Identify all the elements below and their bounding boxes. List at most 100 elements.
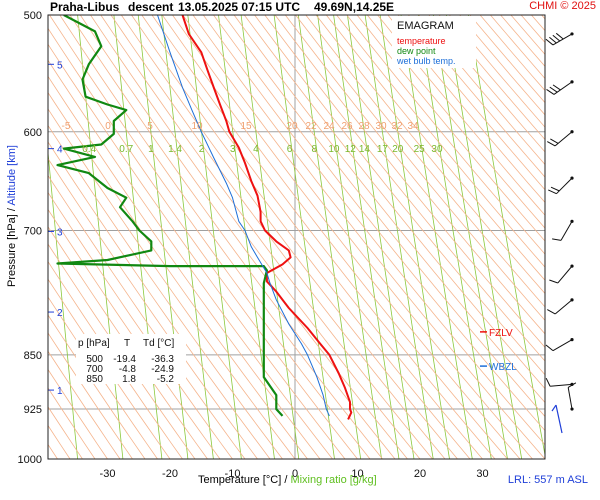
mixing-ratio-line: [187, 15, 242, 459]
wind-barbs: [545, 32, 577, 434]
dry-adiabat-line: [479, 15, 545, 92]
dry-adiabat-line: [469, 15, 545, 104]
mixing-ratio-label: 8: [311, 144, 317, 155]
mixing-ratio-line: [432, 15, 508, 459]
altitude-tick-label: 1: [57, 386, 63, 397]
dry-adiabat-line: [48, 226, 208, 459]
wind-barb: [547, 298, 574, 315]
temperature-tick-label: -10: [225, 468, 241, 480]
dry-adiabat-line: [48, 387, 96, 459]
dry-adiabat-line: [500, 15, 545, 67]
table-header: T: [124, 338, 130, 349]
mixing-ratio-line: [240, 15, 300, 459]
mixing-ratio-line: [400, 15, 473, 459]
mixing-ratio-line: [297, 15, 362, 459]
pressure-tick-label: 925: [24, 404, 42, 416]
wind-barb-shaft: [554, 299, 573, 315]
dry-adiabat-line: [48, 260, 183, 459]
mixing-ratio-label: 20: [392, 144, 404, 155]
dry-adiabat-line: [295, 15, 545, 321]
pressure-tick-label: 700: [24, 226, 42, 238]
temperature-tick-label: 30: [476, 468, 488, 480]
mixing-ratio-line: [445, 15, 523, 459]
dry-adiabat-line: [233, 15, 545, 404]
dry-adiabat-line: [48, 296, 158, 459]
table-cell: 700: [86, 364, 103, 375]
data-series: [56, 15, 353, 420]
mixing-ratio-line: [317, 15, 382, 459]
dry-adiabat-line: [48, 243, 196, 459]
mixing-ratio-label: 4: [253, 144, 259, 155]
wind-barb-feather: [547, 141, 556, 147]
dry-adiabat-line: [110, 15, 446, 459]
mixing-ratio-label: 10: [328, 144, 340, 155]
dry-adiabat-line: [141, 15, 483, 459]
dry-adiabat-line: [48, 59, 333, 459]
wind-barb-feather: [549, 279, 559, 284]
dry-adiabat-line: [428, 15, 545, 153]
wind-barb-shaft: [554, 131, 573, 147]
dry-adiabat-line: [315, 15, 545, 295]
table-cell: 500: [86, 354, 103, 365]
wind-barb-feather: [550, 186, 560, 192]
mixing-ratio-label: 1.4: [168, 144, 182, 155]
wind-barb-feather: [545, 344, 554, 352]
mixing-ratio-label: 3: [230, 144, 236, 155]
wind-barb-feather: [545, 38, 554, 46]
dry-adiabat-label: 30: [375, 121, 387, 132]
wind-barb-feather: [552, 84, 561, 91]
wind-barb-feather: [545, 377, 551, 387]
x-axis-label: Temperature [°C] / Mixing ratio [g/kg]: [198, 474, 377, 486]
wind-barb-feather: [546, 88, 555, 95]
y-altitude-label: Altitude [km]: [6, 145, 18, 206]
dry-adiabat-line: [356, 15, 545, 242]
mixing-ratio-label: 14: [359, 144, 371, 155]
wind-barb-shaft: [556, 177, 573, 195]
wind-barb-shaft: [550, 383, 573, 387]
surface-barb-shaft: [555, 404, 563, 434]
dry-adiabat-line: [366, 15, 545, 229]
dry-adiabat-line: [305, 15, 545, 308]
dry-adiabat-line: [192, 15, 545, 459]
pressure-tick-label: 600: [24, 127, 42, 139]
dry-adiabat-line: [407, 15, 545, 178]
dry-adiabat-line: [346, 15, 545, 255]
mixing-ratio-line: [333, 15, 400, 459]
mixing-ratio-label: 0.4: [82, 144, 96, 155]
wind-barb-feather: [552, 34, 561, 42]
mixing-ratio-line: [77, 15, 124, 459]
altitude-tick-label: 5: [57, 60, 63, 71]
mixing-ratio-line: [379, 15, 450, 459]
dry-adiabat-line: [284, 15, 545, 335]
dry-adiabat-line: [418, 15, 545, 166]
dry-adiabat-label: -5: [62, 121, 71, 132]
wind-barb: [547, 130, 574, 147]
dry-adiabat-line: [172, 15, 521, 459]
wind-barb-shaft: [552, 33, 573, 46]
dry-adiabat-label: 22: [305, 121, 317, 132]
wind-barb: [552, 219, 574, 241]
mixing-ratio-line: [137, 15, 189, 459]
y-sep: /: [6, 208, 18, 212]
temperature-tick-label: -20: [162, 468, 178, 480]
series-line-wet-bulb-temp-: [157, 15, 330, 417]
dry-adiabat-line: [48, 157, 258, 459]
table-cell: -5.2: [157, 374, 175, 385]
dry-adiabat-line: [100, 15, 433, 459]
dry-adiabat-line: [459, 15, 545, 116]
dry-adiabat-line: [438, 15, 545, 141]
dry-adiabat-line: [274, 15, 545, 348]
dry-adiabat-line: [48, 191, 233, 459]
legend-item: temperature: [397, 36, 446, 46]
wind-barb: [546, 80, 574, 95]
wind-barb: [567, 382, 577, 411]
dry-adiabat-line: [562, 15, 600, 459]
y-pressure-label: Pressure [hPa]: [6, 214, 18, 287]
wind-barb-feather: [547, 309, 556, 315]
mixing-ratio-line: [273, 15, 335, 459]
legend-title: EMAGRAM: [397, 20, 454, 32]
altitude-tick-label: 4: [57, 145, 63, 156]
lrl-label: LRL: 557 m ASL: [507, 474, 588, 486]
dry-adiabat-label: 26: [341, 121, 353, 132]
wind-barb: [545, 338, 574, 352]
